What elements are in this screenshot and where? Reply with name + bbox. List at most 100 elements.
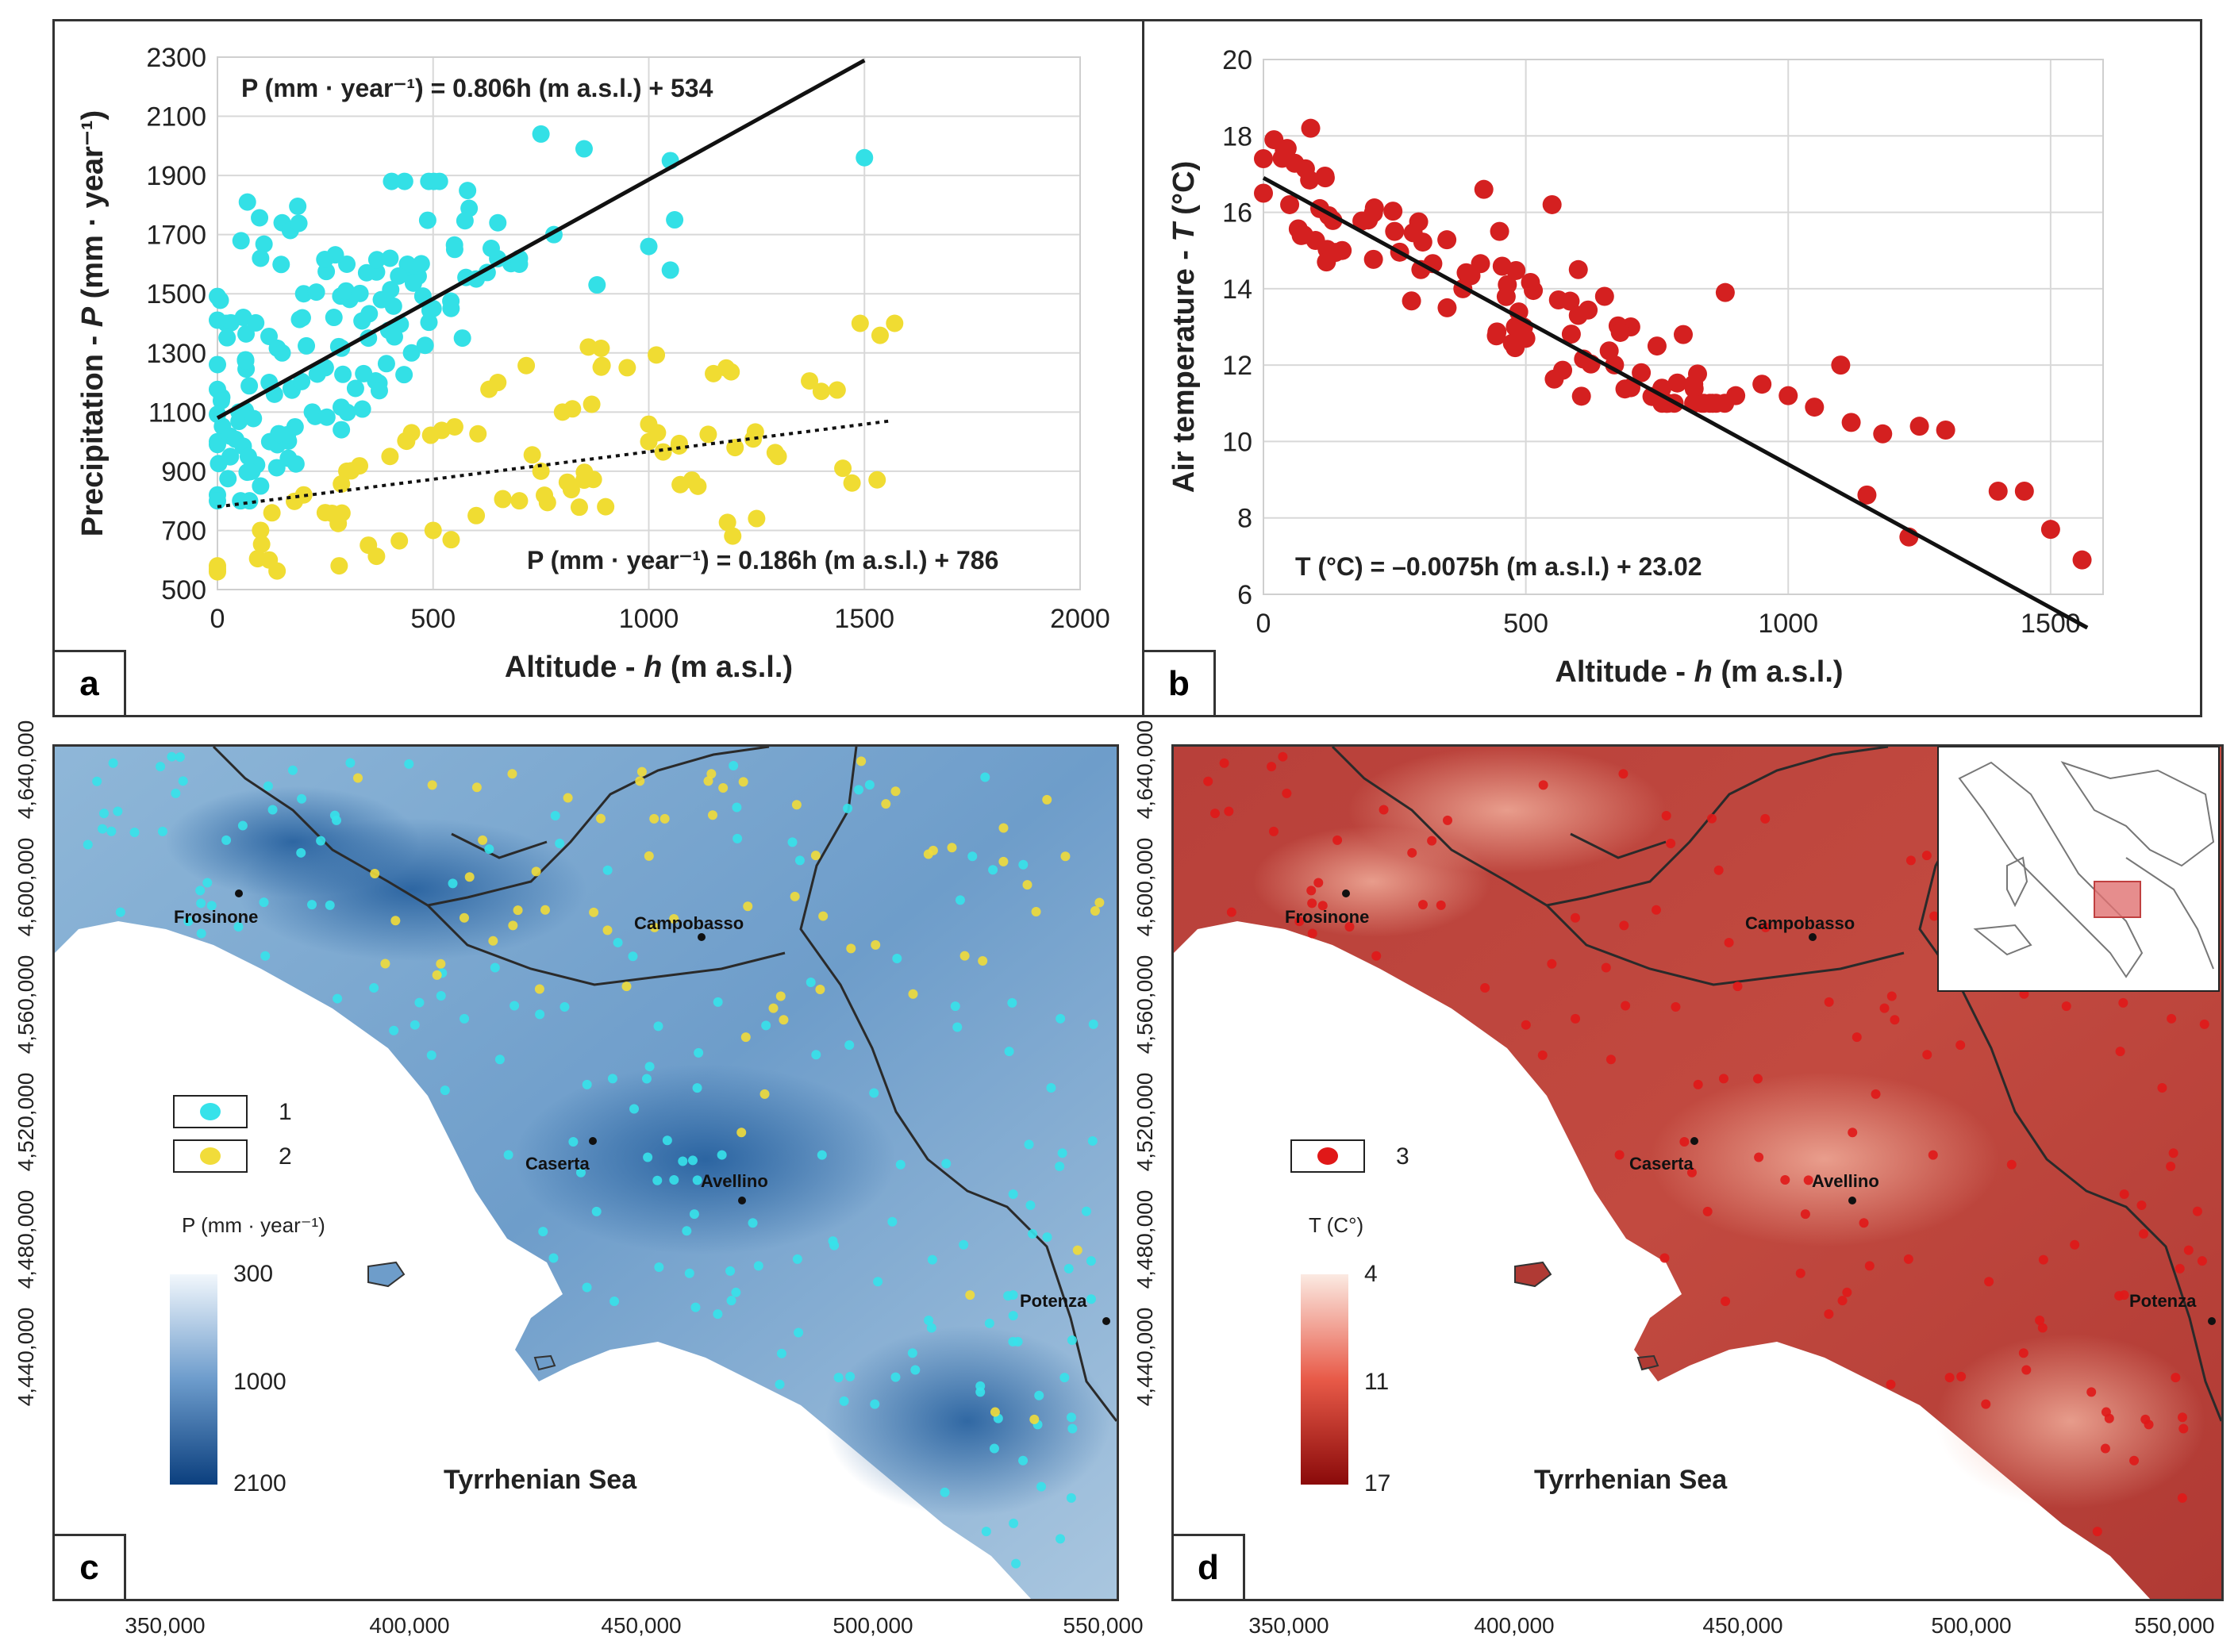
station-dot-2 (649, 813, 659, 824)
station-dot-1 (484, 844, 494, 855)
data-point-series-1 (239, 448, 257, 466)
station-dot-1 (538, 1227, 548, 1237)
data-point-series-1 (425, 172, 443, 190)
data-point-series-3 (1275, 140, 1294, 160)
data-point-series-1 (247, 313, 265, 332)
station-dot-3 (2119, 1290, 2129, 1300)
station-dot-1 (287, 765, 298, 775)
station-dot-1 (869, 1088, 879, 1098)
station-dot-1 (316, 836, 326, 846)
station-dot-1 (1057, 1148, 1067, 1158)
legend-dot-2 (200, 1147, 221, 1165)
station-dot-1 (555, 838, 565, 848)
station-dot-2 (471, 782, 482, 793)
x-axis-title: Altitude - h (m a.s.l.) (1555, 655, 1843, 689)
data-point-series-1 (416, 336, 434, 355)
station-dot-3 (1879, 1003, 1890, 1013)
data-point-series-1 (244, 409, 263, 428)
station-dot-1 (678, 1156, 688, 1166)
station-dot-3 (1780, 1175, 1790, 1185)
data-point-series-3 (1615, 379, 1635, 399)
station-dot-1 (178, 776, 188, 786)
data-point-series-3 (1280, 194, 1300, 214)
station-dot-1 (575, 1167, 586, 1178)
station-dot-3 (1537, 1050, 1548, 1060)
station-dot-1 (940, 1487, 950, 1497)
data-point-series-2 (801, 372, 819, 390)
station-dot-2 (998, 856, 1009, 866)
data-point-series-3 (1383, 202, 1403, 221)
data-point-series-1 (316, 251, 334, 269)
data-point-series-2 (570, 498, 588, 517)
data-point-series-1 (236, 352, 255, 370)
station-dot-1 (1056, 1534, 1066, 1544)
data-point-series-1 (334, 365, 352, 383)
easting-tick: 550,000 (2134, 1613, 2214, 1638)
data-point-series-1 (459, 182, 477, 200)
station-dot-3 (2092, 1527, 2102, 1537)
data-point-series-3 (1254, 183, 1273, 203)
station-dot-3 (1671, 1001, 1681, 1012)
data-point-series-2 (433, 421, 451, 440)
data-point-series-2 (424, 521, 442, 540)
city-avellino-d: Avellino (1812, 1171, 1879, 1191)
station-dot-1 (550, 810, 560, 820)
station-dot-1 (156, 762, 166, 772)
station-dot-1 (924, 1315, 934, 1325)
data-point-series-3 (1647, 336, 1667, 356)
y-tick-label: 8 (1237, 504, 1252, 534)
city-frosinone-d: Frosinone (1285, 907, 1369, 927)
x-tick-label: 1000 (1758, 609, 1818, 639)
station-dot-2 (507, 769, 517, 779)
data-point-series-1 (307, 283, 325, 302)
data-point-series-3 (1385, 221, 1405, 241)
panel-d-label: d (1174, 1534, 1245, 1599)
station-dot-1 (984, 1318, 994, 1328)
data-point-series-1 (382, 281, 400, 299)
y-axis-title: Air temperature - T (°C) (1167, 161, 1201, 493)
station-dot-3 (1886, 1379, 1896, 1389)
station-dot-1 (440, 1085, 450, 1096)
scale-top-t: 4 (1364, 1261, 1378, 1287)
station-dot-3 (1278, 751, 1288, 762)
station-dot-1 (731, 1287, 741, 1297)
data-point-series-2 (724, 527, 742, 545)
station-dot-1 (1024, 1139, 1034, 1150)
station-dot-1 (560, 1001, 570, 1012)
data-point-series-2 (834, 459, 852, 478)
station-dot-1 (792, 1254, 802, 1264)
station-dot-1 (548, 1253, 559, 1263)
station-dot-3 (1760, 922, 1771, 932)
station-dot-3 (2178, 1412, 2188, 1423)
data-point-series-1 (402, 344, 421, 362)
data-point-series-1 (532, 125, 550, 143)
northing-tick: 4,520,000 (13, 1073, 38, 1172)
city-caserta: Caserta (525, 1154, 590, 1174)
station-dot-1 (202, 878, 213, 888)
island-2 (533, 1354, 556, 1371)
station-dot-1 (106, 826, 117, 836)
station-dot-2 (432, 970, 442, 980)
northing-tick: 4,520,000 (1132, 1073, 1157, 1172)
data-point-series-1 (238, 193, 256, 211)
data-point-series-1 (232, 492, 250, 510)
station-dot-1 (854, 785, 864, 795)
data-point-series-3 (1857, 485, 1877, 505)
station-dot-2 (818, 911, 829, 921)
scale-mid-p: 1000 (233, 1369, 286, 1395)
data-point-series-1 (395, 172, 413, 190)
station-dot-3 (2140, 1414, 2151, 1424)
station-dot-3 (1306, 886, 1317, 896)
station-dot-1 (684, 1268, 694, 1278)
y-tick-label: 16 (1222, 198, 1252, 229)
y-tick-label: 20 (1222, 45, 1252, 75)
station-dot-3 (1679, 1136, 1690, 1147)
x-tick-label: 0 (1256, 609, 1271, 639)
station-dot-1 (910, 1365, 921, 1375)
station-dot-1 (725, 1266, 736, 1276)
station-dot-1 (113, 806, 123, 816)
data-point-series-2 (469, 425, 487, 443)
data-point-series-2 (381, 448, 399, 466)
station-dot-2 (649, 922, 659, 932)
data-point-series-3 (2014, 482, 2034, 501)
